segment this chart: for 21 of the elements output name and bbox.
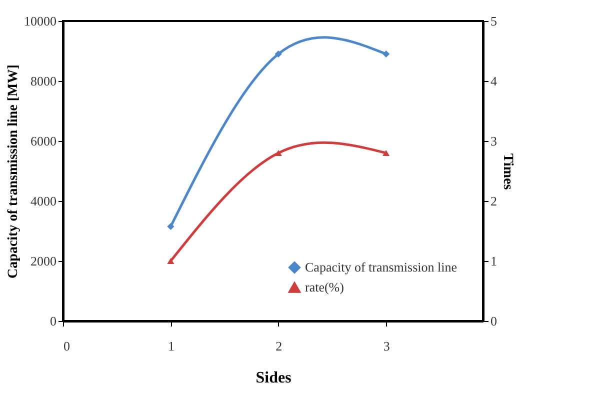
y2-tick-label: 0 [490, 314, 497, 328]
y2-tick-label: 2 [490, 194, 497, 208]
x-tick-label: 1 [168, 338, 174, 354]
y2-tick-label: 1 [490, 254, 497, 268]
y-tick-label: 6000 [30, 134, 56, 148]
y-tick-label: 8000 [30, 74, 56, 88]
y-axis-title: Capacity of transmission line [MW] [6, 64, 21, 278]
y2-tick-label: 4 [490, 74, 498, 88]
x-tick-label: 0 [64, 338, 70, 354]
y-tick-label: 4000 [30, 194, 56, 208]
x-tick-label: 2 [276, 338, 282, 354]
y-tick-label: 2000 [30, 254, 56, 268]
x-tick-label: 3 [383, 338, 390, 354]
legend-label: rate(%) [305, 280, 344, 294]
y2-tick-label: 5 [490, 14, 497, 28]
y2-tick-label: 3 [490, 134, 497, 148]
y-tick-label: 0 [50, 314, 56, 328]
y-tick-label: 10000 [24, 14, 56, 28]
y2-axis-title: Times [500, 153, 515, 190]
x-axis-title: Sides [256, 370, 292, 386]
legend-label: Capacity of transmission line [305, 260, 458, 274]
